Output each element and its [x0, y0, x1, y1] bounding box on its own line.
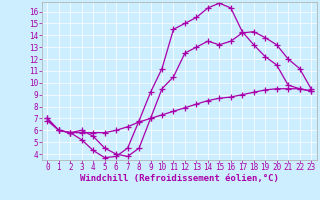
X-axis label: Windchill (Refroidissement éolien,°C): Windchill (Refroidissement éolien,°C)	[80, 174, 279, 183]
